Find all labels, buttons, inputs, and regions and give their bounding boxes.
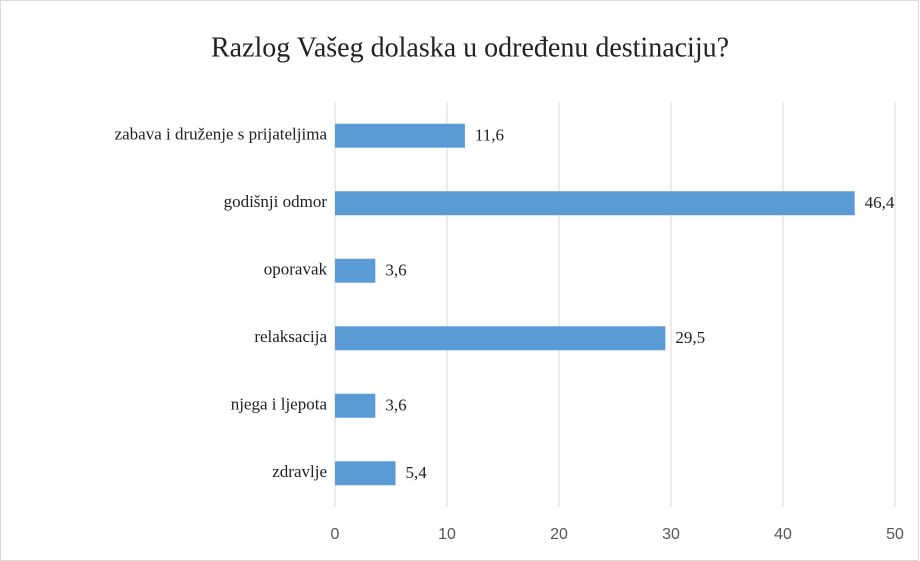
bar — [335, 191, 855, 216]
bar — [335, 393, 376, 418]
y-tick-label: oporavak — [264, 260, 328, 279]
data-label: 5,4 — [405, 463, 427, 482]
bar — [335, 258, 376, 283]
data-label: 29,5 — [675, 328, 705, 347]
y-tick-label: njega i ljepota — [231, 395, 328, 414]
bar — [335, 326, 666, 351]
bar — [335, 461, 396, 486]
data-label: 11,6 — [475, 126, 504, 145]
data-label: 46,4 — [865, 193, 895, 212]
data-label: 3,6 — [385, 261, 406, 280]
x-tick-label: 0 — [331, 526, 340, 543]
x-tick-label: 20 — [550, 526, 568, 543]
y-tick-label: zdravlje — [272, 462, 327, 481]
chart-title: Razlog Vašeg dolaska u određenu destinac… — [211, 32, 729, 63]
y-tick-label: zabava i druženje s prijateljima — [115, 125, 328, 144]
data-label: 3,6 — [385, 396, 406, 415]
x-tick-label: 50 — [886, 526, 904, 543]
y-tick-label: relaksacija — [254, 327, 327, 346]
x-tick-label: 40 — [774, 526, 792, 543]
x-tick-label: 10 — [438, 526, 456, 543]
bar — [335, 123, 465, 148]
x-tick-label: 30 — [662, 526, 680, 543]
y-tick-label: godišnji odmor — [224, 192, 328, 211]
